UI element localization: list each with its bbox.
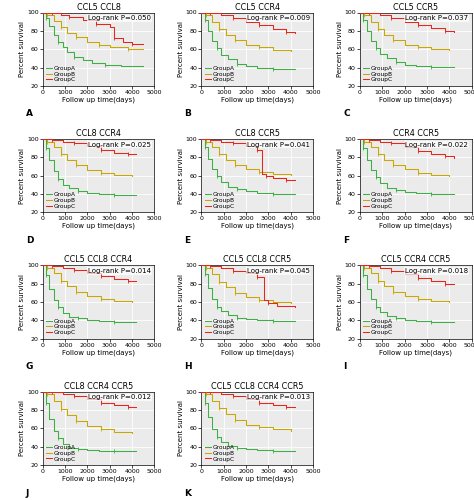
Y-axis label: Percent survival: Percent survival xyxy=(178,400,184,456)
Text: D: D xyxy=(26,236,33,245)
Text: K: K xyxy=(184,488,191,498)
Title: CCL5 CCL8: CCL5 CCL8 xyxy=(77,2,120,12)
Text: A: A xyxy=(26,110,33,118)
Y-axis label: Percent survival: Percent survival xyxy=(337,148,343,204)
X-axis label: Follow up time(days): Follow up time(days) xyxy=(220,223,294,230)
Text: Log-rank P=0.041: Log-rank P=0.041 xyxy=(246,142,310,148)
Text: J: J xyxy=(26,488,29,498)
Text: G: G xyxy=(26,362,33,371)
X-axis label: Follow up time(days): Follow up time(days) xyxy=(379,223,452,230)
Title: CCL8 CCR5: CCL8 CCR5 xyxy=(235,129,280,138)
Title: CCL5 CCL8 CCR5: CCL5 CCL8 CCR5 xyxy=(223,256,291,264)
Legend: GroupA, GroupB, GroupC: GroupA, GroupB, GroupC xyxy=(46,66,76,83)
X-axis label: Follow up time(days): Follow up time(days) xyxy=(379,96,452,103)
Text: Log-rank P=0.009: Log-rank P=0.009 xyxy=(246,16,310,22)
Title: CCL8 CCR4 CCR5: CCL8 CCR4 CCR5 xyxy=(64,382,133,391)
Text: Log-rank P=0.022: Log-rank P=0.022 xyxy=(405,142,468,148)
Text: B: B xyxy=(184,110,191,118)
Y-axis label: Percent survival: Percent survival xyxy=(19,21,26,77)
X-axis label: Follow up time(days): Follow up time(days) xyxy=(220,476,294,482)
Text: H: H xyxy=(184,362,192,371)
Title: CCR4 CCR5: CCR4 CCR5 xyxy=(393,129,439,138)
Text: I: I xyxy=(343,362,346,371)
Text: Log-rank P=0.037: Log-rank P=0.037 xyxy=(405,16,468,22)
X-axis label: Follow up time(days): Follow up time(days) xyxy=(62,223,135,230)
Legend: GroupA, GroupB, GroupC: GroupA, GroupB, GroupC xyxy=(204,444,235,462)
Y-axis label: Percent survival: Percent survival xyxy=(19,274,26,330)
Title: CCL5 CCR4: CCL5 CCR4 xyxy=(235,2,280,12)
Legend: GroupA, GroupB, GroupC: GroupA, GroupB, GroupC xyxy=(204,318,235,336)
Y-axis label: Percent survival: Percent survival xyxy=(178,21,184,77)
Legend: GroupA, GroupB, GroupC: GroupA, GroupB, GroupC xyxy=(363,318,394,336)
X-axis label: Follow up time(days): Follow up time(days) xyxy=(379,349,452,356)
Title: CCL5 CCL8 CCR4: CCL5 CCL8 CCR4 xyxy=(64,256,133,264)
Text: Log-rank P=0.050: Log-rank P=0.050 xyxy=(88,16,151,22)
Text: Log-rank P=0.014: Log-rank P=0.014 xyxy=(88,268,151,274)
X-axis label: Follow up time(days): Follow up time(days) xyxy=(62,96,135,103)
Legend: GroupA, GroupB, GroupC: GroupA, GroupB, GroupC xyxy=(46,318,76,336)
Text: C: C xyxy=(343,110,350,118)
Text: F: F xyxy=(343,236,349,245)
Y-axis label: Percent survival: Percent survival xyxy=(178,274,184,330)
Text: Log-rank P=0.012: Log-rank P=0.012 xyxy=(88,394,151,400)
Text: E: E xyxy=(184,236,191,245)
Legend: GroupA, GroupB, GroupC: GroupA, GroupB, GroupC xyxy=(204,192,235,210)
Legend: GroupA, GroupB, GroupC: GroupA, GroupB, GroupC xyxy=(363,66,394,83)
Legend: GroupA, GroupB, GroupC: GroupA, GroupB, GroupC xyxy=(204,66,235,83)
X-axis label: Follow up time(days): Follow up time(days) xyxy=(62,349,135,356)
Y-axis label: Percent survival: Percent survival xyxy=(178,148,184,204)
X-axis label: Follow up time(days): Follow up time(days) xyxy=(220,349,294,356)
Title: CCL5 CCL8 CCR4 CCR5: CCL5 CCL8 CCR4 CCR5 xyxy=(211,382,303,391)
Legend: GroupA, GroupB, GroupC: GroupA, GroupB, GroupC xyxy=(46,192,76,210)
X-axis label: Follow up time(days): Follow up time(days) xyxy=(62,476,135,482)
Text: Log-rank P=0.045: Log-rank P=0.045 xyxy=(247,268,310,274)
Title: CCL8 CCR4: CCL8 CCR4 xyxy=(76,129,121,138)
X-axis label: Follow up time(days): Follow up time(days) xyxy=(220,96,294,103)
Title: CCL5 CCR5: CCL5 CCR5 xyxy=(393,2,438,12)
Y-axis label: Percent survival: Percent survival xyxy=(337,274,343,330)
Text: Log-rank P=0.018: Log-rank P=0.018 xyxy=(405,268,468,274)
Text: Log-rank P=0.013: Log-rank P=0.013 xyxy=(246,394,310,400)
Y-axis label: Percent survival: Percent survival xyxy=(337,21,343,77)
Y-axis label: Percent survival: Percent survival xyxy=(19,400,26,456)
Title: CCL5 CCR4 CCR5: CCL5 CCR4 CCR5 xyxy=(381,256,450,264)
Legend: GroupA, GroupB, GroupC: GroupA, GroupB, GroupC xyxy=(46,444,76,462)
Text: Log-rank P=0.025: Log-rank P=0.025 xyxy=(88,142,151,148)
Y-axis label: Percent survival: Percent survival xyxy=(19,148,26,204)
Legend: GroupA, GroupB, GroupC: GroupA, GroupB, GroupC xyxy=(363,192,394,210)
